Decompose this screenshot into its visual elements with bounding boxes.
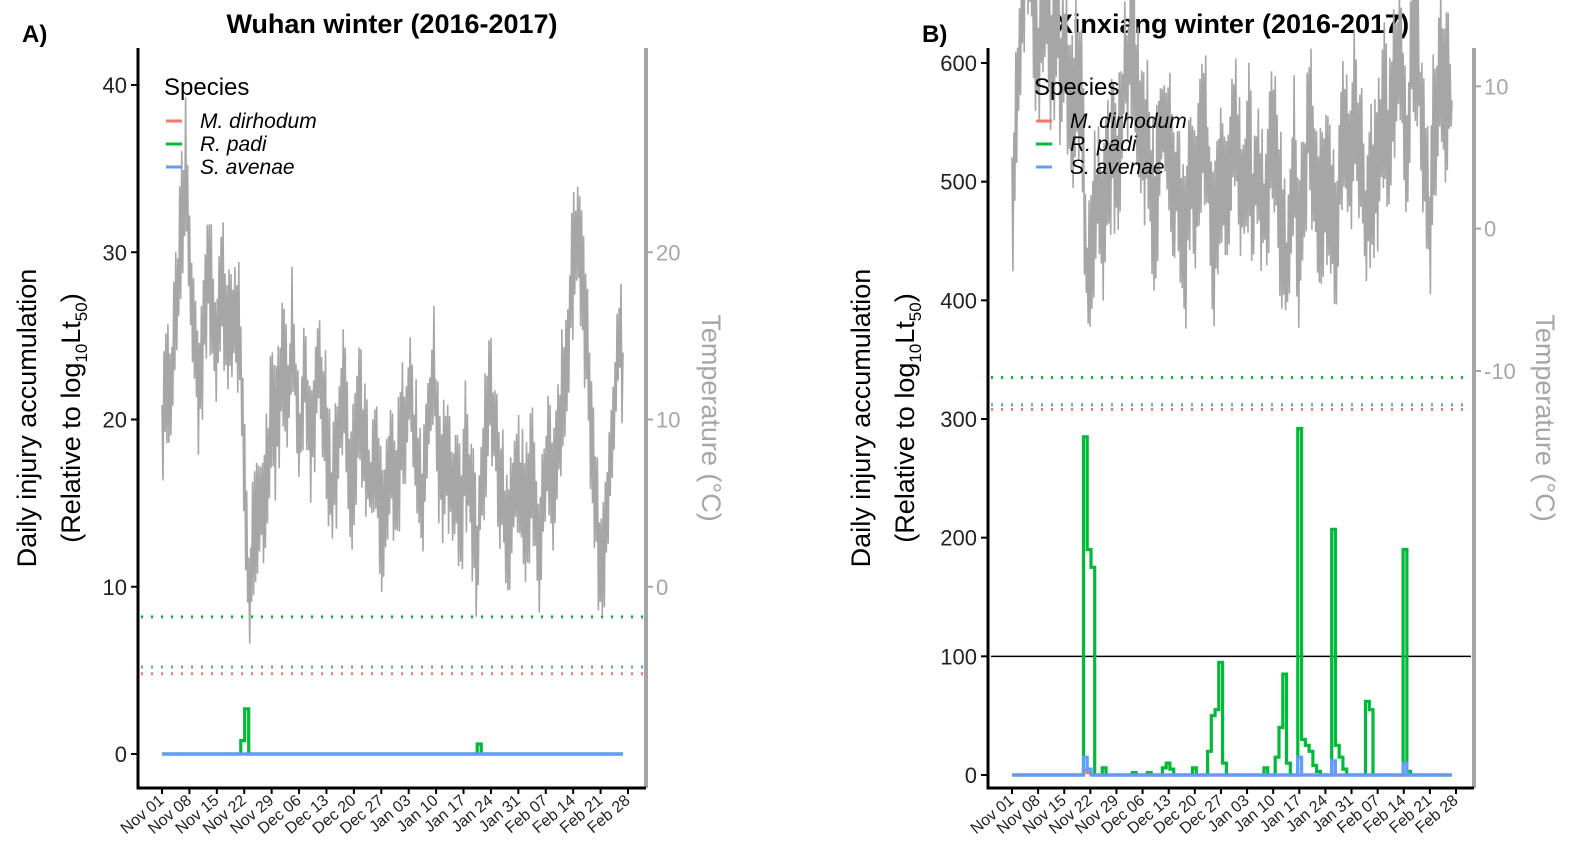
y2-tick-label-a: 0 (656, 575, 668, 600)
legend-title-b: Species (1034, 74, 1119, 101)
panel-a: A) Wuhan winter (2016-2017) 0 10 20 30 40 0 10… (12, 9, 726, 838)
y-tick-label-b: 0 (965, 763, 977, 788)
y-tick-label-b: 600 (940, 51, 977, 76)
svg-text:Daily injury accumulation: Daily injury accumulation (846, 269, 876, 568)
panel-b: B) Xinxiang winter (2016-2017) 010020030… (846, 0, 1560, 838)
y-tick-label-b: 200 (940, 526, 977, 551)
legend-title-a: Species (164, 74, 249, 101)
temperature-line-a (161, 97, 624, 644)
temperature-line-b (1011, 0, 1453, 329)
legend-label-mdirhodum-a: M. dirhodum (200, 110, 317, 133)
svg-text:Daily injury accumulation: Daily injury accumulation (12, 269, 42, 568)
legend-label-mdirhodum-b: M. dirhodum (1070, 110, 1187, 133)
y-tick-label-b: 400 (940, 288, 977, 313)
y2-tick-label-a: 10 (656, 408, 680, 433)
y-axis-label-b: Daily injury accumulation (Relative to l… (846, 269, 925, 568)
series-savenae-b (1012, 755, 1452, 777)
y-tick-label-a: 40 (103, 73, 127, 98)
y2-axis-label-a: Temperature (°C) (696, 314, 726, 521)
y-tick-label-b: 100 (940, 644, 977, 669)
y-axis-label-line2-b: (Relative to log10Lt50) (890, 293, 925, 542)
legend-label-savenae-b: S. avenae (1070, 156, 1165, 179)
y2-tick-label-a: 20 (656, 240, 680, 265)
y-axis-label-line2-a: (Relative to log10Lt50) (56, 293, 91, 542)
panel-label-b: B) (922, 21, 947, 48)
y-tick-label-b: 500 (940, 170, 977, 195)
y2-tick-label-b: 0 (1484, 217, 1496, 242)
y-axis-label-line1-a: Daily injury accumulation (12, 269, 42, 568)
legend-label-rpadi-a: R. padi (200, 133, 268, 156)
chart-title-a: Wuhan winter (2016-2017) (226, 9, 557, 39)
y-tick-label-a: 10 (103, 575, 127, 600)
series-rpadi-b (1012, 426, 1452, 777)
legend-label-savenae-a: S. avenae (200, 156, 295, 179)
y-axis-label-line1-b: Daily injury accumulation (846, 269, 876, 568)
y2-axis-label-b: Temperature (°C) (1530, 314, 1560, 521)
y-tick-label-b: 300 (940, 407, 977, 432)
y-axis-label-a: Daily injury accumulation (Relative to l… (12, 269, 91, 568)
y-tick-label-a: 30 (103, 240, 127, 265)
y2-tick-label-b: 10 (1484, 74, 1508, 99)
chart-title-b: Xinxiang winter (2016-2017) (1055, 9, 1409, 39)
y-tick-label-a: 20 (103, 408, 127, 433)
legend-label-rpadi-b: R. padi (1070, 133, 1138, 156)
y-tick-label-a: 0 (115, 742, 127, 767)
y2-tick-label-b: -10 (1484, 359, 1516, 384)
series-rpadi-a (162, 707, 623, 756)
panel-label-a: A) (22, 21, 47, 48)
